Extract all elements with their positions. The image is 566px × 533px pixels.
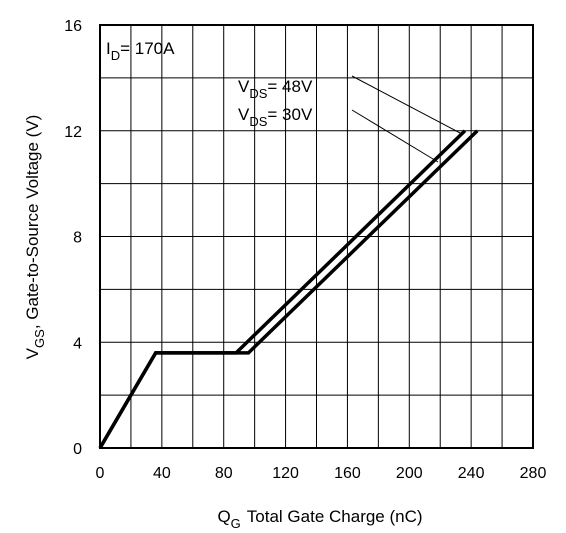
series-group	[98, 129, 479, 449]
plot-frame	[99, 24, 534, 449]
id-annotation: ID= 170A	[106, 39, 175, 63]
x-tick-label: 80	[215, 465, 233, 482]
series-line-30v	[98, 129, 479, 449]
x-tick-label: 120	[272, 465, 299, 482]
y-tick-label: 0	[73, 441, 82, 458]
x-tick-label: 40	[153, 465, 171, 482]
x-axis-title: QG Total Gate Charge (nC)	[217, 507, 422, 531]
y-tick-label: 16	[64, 18, 82, 35]
x-tick-label: 280	[520, 465, 547, 482]
y-tick-label: 4	[73, 335, 82, 352]
x-tick-label: 0	[96, 465, 105, 482]
x-tick-label: 240	[458, 465, 485, 482]
grid	[100, 25, 533, 448]
leader-line-48v	[351, 75, 463, 135]
y-tick-label: 12	[64, 124, 82, 141]
x-tick-label: 200	[396, 465, 423, 482]
leader-line-30v	[351, 109, 439, 163]
y-tick-label: 8	[73, 230, 82, 247]
y-axis-title: VGS, Gate-to-Source Voltage (V)	[23, 115, 47, 360]
series-label-30v: VDS= 30V	[238, 105, 313, 129]
y-tick-labels: 0 4 8 12 16	[64, 18, 82, 458]
x-tick-label: 160	[334, 465, 361, 482]
series-labels: VDS= 48V VDS= 30V	[238, 75, 463, 163]
series-label-48v: VDS= 48V	[238, 77, 313, 101]
x-tick-labels: 0 40 80 120 160 200 240 280	[96, 465, 547, 482]
